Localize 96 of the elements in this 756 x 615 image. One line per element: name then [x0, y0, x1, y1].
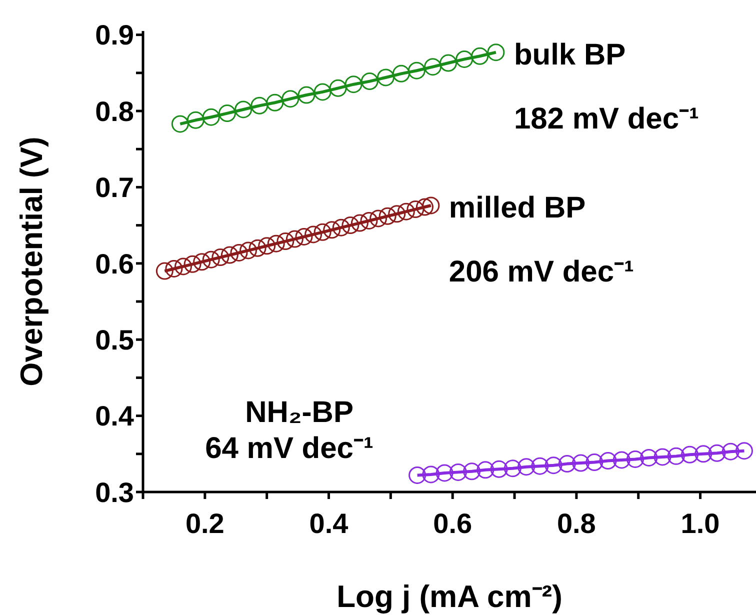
- point: [234, 100, 252, 118]
- point: [392, 64, 410, 82]
- point: [344, 76, 362, 94]
- point: [378, 207, 396, 225]
- annotation: 182 mV dec⁻¹: [514, 102, 700, 136]
- point: [248, 239, 266, 257]
- point: [184, 255, 202, 273]
- point: [558, 455, 576, 473]
- y-tick-label: 0.4: [95, 400, 134, 432]
- point: [329, 79, 347, 97]
- point: [230, 244, 248, 262]
- x-axis-title: Log j (mA cm⁻²): [336, 579, 562, 614]
- point: [267, 234, 285, 252]
- point: [370, 210, 388, 228]
- point: [298, 86, 316, 104]
- point: [240, 242, 258, 260]
- point: [518, 458, 536, 476]
- point: [612, 451, 630, 469]
- point: [626, 450, 644, 468]
- point: [212, 248, 230, 266]
- point: [735, 442, 753, 460]
- point: [276, 232, 294, 250]
- point: [572, 454, 590, 472]
- point: [220, 246, 238, 264]
- x-tick-label: 0.4: [309, 508, 349, 539]
- annotation: 64 mV dec⁻¹: [205, 432, 374, 466]
- point: [218, 104, 236, 122]
- x-tick-label: 0.2: [185, 508, 224, 539]
- point: [186, 111, 204, 129]
- point: [531, 457, 549, 475]
- point: [722, 442, 740, 460]
- point: [360, 212, 378, 230]
- point: [408, 62, 426, 80]
- point: [304, 226, 322, 244]
- point: [490, 460, 508, 478]
- point: [286, 230, 304, 248]
- y-tick-label: 0.5: [95, 324, 134, 356]
- point: [250, 96, 268, 114]
- point: [640, 448, 658, 466]
- point: [314, 83, 332, 101]
- point: [397, 202, 415, 220]
- point: [416, 198, 434, 216]
- point: [586, 454, 604, 472]
- point: [708, 444, 726, 462]
- point: [202, 108, 220, 126]
- y-axis-title: Overpotential (V): [14, 136, 49, 386]
- y-tick-label: 0.6: [95, 248, 134, 280]
- point: [156, 262, 174, 280]
- point: [436, 464, 454, 482]
- point: [350, 214, 368, 232]
- point: [544, 456, 562, 474]
- y-tick-label: 0.9: [95, 20, 134, 51]
- point: [487, 44, 505, 62]
- point: [422, 466, 440, 484]
- point: [165, 260, 183, 278]
- point: [332, 218, 350, 236]
- point: [193, 253, 211, 271]
- annotation: 206 mV dec⁻¹: [448, 255, 634, 288]
- point: [422, 196, 440, 214]
- point: [314, 223, 332, 241]
- point: [667, 447, 685, 465]
- point: [342, 216, 360, 234]
- point: [376, 68, 394, 86]
- point: [406, 200, 424, 218]
- point: [171, 115, 189, 133]
- text: NH₂-BP: [245, 396, 354, 430]
- point: [504, 460, 522, 478]
- point: [449, 463, 467, 481]
- point: [408, 466, 426, 484]
- point: [654, 448, 672, 466]
- point: [388, 205, 406, 223]
- point: [463, 462, 481, 480]
- point: [323, 221, 341, 239]
- point: [599, 452, 617, 470]
- point: [424, 58, 442, 76]
- series-label: milled BP: [448, 191, 586, 224]
- point: [694, 445, 712, 463]
- point: [476, 461, 494, 479]
- point: [471, 47, 489, 65]
- point: [360, 72, 378, 90]
- y-tick-label: 0.3: [95, 476, 134, 508]
- x-tick-label: 0.6: [433, 508, 472, 539]
- point: [295, 228, 313, 246]
- point: [266, 94, 284, 112]
- y-tick-label: 0.7: [95, 172, 134, 204]
- point: [258, 237, 276, 255]
- point: [456, 50, 474, 68]
- point: [440, 54, 458, 72]
- point: [282, 90, 300, 108]
- series-label: bulk BP: [514, 38, 626, 72]
- point: [680, 446, 698, 464]
- point: [174, 258, 192, 276]
- y-tick-label: 0.8: [95, 96, 134, 127]
- x-tick-label: 0.8: [556, 508, 596, 539]
- x-tick-label: 1.0: [680, 508, 720, 539]
- point: [202, 250, 220, 268]
